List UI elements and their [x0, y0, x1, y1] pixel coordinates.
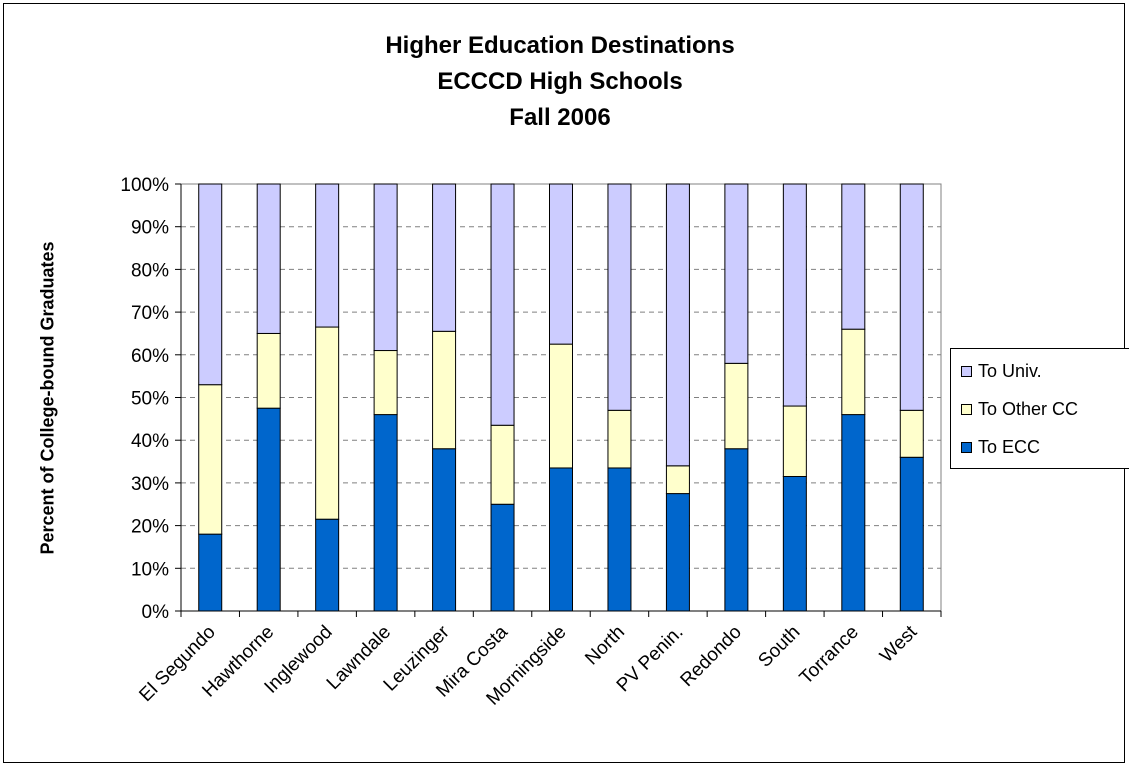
bar-segment-to-other-cc	[724, 362, 749, 450]
bar-segment-to-univ	[432, 183, 457, 332]
legend-swatch-ecc	[961, 441, 972, 453]
bar-segment-to-univ	[373, 183, 398, 352]
legend-swatch-univ	[961, 365, 972, 377]
bar-segment-to-other-cc	[432, 330, 457, 450]
bar-segment-to-ecc	[782, 475, 807, 612]
bar-segment-to-univ	[607, 183, 632, 411]
bar-segment-to-other-cc	[198, 384, 223, 535]
legend-label-other-cc: To Other CC	[978, 398, 1079, 419]
y-tick-label: 60%	[131, 346, 169, 367]
bar-segment-to-univ	[724, 183, 749, 364]
legend-swatch-other-cc	[961, 403, 972, 415]
bar-segment-to-ecc	[899, 456, 924, 612]
bar-segment-to-other-cc	[899, 409, 924, 458]
bar-segment-to-univ	[899, 183, 924, 411]
bar-segment-to-ecc	[490, 503, 515, 612]
x-tick-label: South	[754, 622, 804, 672]
chart-title-line-2: ECCCD High Schools	[437, 68, 683, 95]
y-tick-label: 70%	[131, 303, 169, 324]
bar-segment-to-ecc	[432, 448, 457, 612]
x-tick-label: Redondo	[677, 622, 746, 691]
bar-segment-to-ecc	[198, 533, 223, 612]
bar-segment-to-ecc	[841, 414, 866, 612]
y-tick-label: 0%	[142, 602, 170, 623]
x-tick-label: West	[876, 621, 922, 667]
chart-title-line-1: Higher Education Destinations	[385, 32, 735, 59]
y-tick-label: 90%	[131, 218, 169, 239]
bar-segment-to-univ	[490, 183, 515, 426]
bar-segment-to-univ	[549, 183, 573, 345]
bar-segment-to-univ	[198, 183, 223, 386]
x-tick-label: Torrance	[796, 622, 863, 689]
bar-segment-to-other-cc	[315, 326, 340, 520]
bar-segment-to-other-cc	[607, 409, 632, 469]
bar-segment-to-other-cc	[256, 332, 281, 409]
legend: To Univ. To Other CC To ECC	[950, 348, 1129, 469]
y-tick-label: 100%	[120, 175, 169, 196]
bar-segment-to-ecc	[256, 407, 281, 612]
y-tick-label: 50%	[131, 389, 169, 410]
bar-segment-to-ecc	[549, 467, 573, 612]
bar-segment-to-other-cc	[490, 424, 515, 505]
bar-segment-to-ecc	[373, 414, 398, 612]
y-tick-label: 20%	[131, 517, 169, 538]
y-tick-label: 30%	[131, 474, 169, 495]
bar-segment-to-other-cc	[782, 405, 807, 477]
bar-segment-to-univ	[841, 183, 866, 330]
bar-segment-to-other-cc	[665, 465, 690, 495]
bar-segment-to-univ	[782, 183, 807, 407]
bar-segment-to-univ	[256, 183, 281, 334]
bar-segment-to-ecc	[665, 493, 690, 612]
legend-item-ecc: To ECC	[961, 435, 1040, 459]
legend-label-univ: To Univ.	[978, 360, 1042, 381]
bar-segment-to-ecc	[724, 448, 749, 612]
legend-item-other-cc: To Other CC	[961, 397, 1078, 421]
x-tick-label: North	[581, 622, 629, 670]
legend-item-univ: To Univ.	[961, 359, 1042, 383]
bar-segment-to-other-cc	[373, 350, 398, 416]
y-tick-label: 40%	[131, 431, 169, 452]
y-tick-label: 10%	[131, 559, 169, 580]
bar-segment-to-ecc	[315, 518, 340, 612]
chart-title-line-3: Fall 2006	[509, 104, 611, 131]
bar-segment-to-univ	[665, 183, 690, 467]
legend-label-ecc: To ECC	[978, 436, 1041, 457]
bar-segment-to-ecc	[607, 467, 632, 612]
y-tick-label: 80%	[131, 260, 169, 281]
bar-segment-to-other-cc	[549, 343, 573, 469]
bar-segment-to-other-cc	[841, 328, 866, 416]
bar-segment-to-univ	[315, 183, 340, 328]
